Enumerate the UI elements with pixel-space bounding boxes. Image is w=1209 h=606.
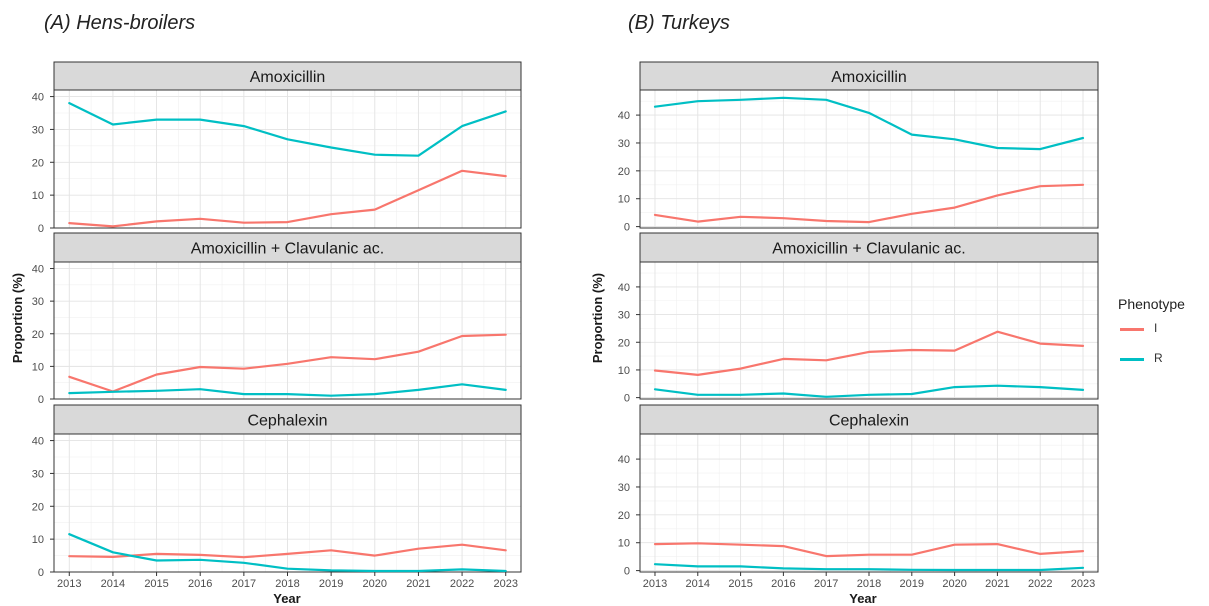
y-axis-title: Proportion (%) xyxy=(590,273,605,363)
y-tick-label: 10 xyxy=(618,365,630,377)
y-tick-label: 10 xyxy=(32,361,44,373)
legend-key-i xyxy=(1120,328,1144,331)
facet-strip-label: Amoxicillin xyxy=(831,69,907,86)
y-tick-label: 0 xyxy=(38,394,44,406)
y-axis-title: Proportion (%) xyxy=(10,273,25,363)
x-tick-label: 2017 xyxy=(232,578,256,590)
facet-strip-label: Cephalexin xyxy=(247,413,327,430)
y-tick-label: 20 xyxy=(32,329,44,341)
facet-0-2: Cephalexin 0 10 20 30 40 2013 2014 2015 2016 2017 2… xyxy=(32,404,522,590)
y-tick-label: 0 xyxy=(624,222,630,234)
facet-1-2: Cephalexin 0 10 20 30 40 2013 2014 2015 2016 2017 2… xyxy=(618,404,1099,590)
series-line-r xyxy=(653,384,1085,398)
series-line-r xyxy=(68,533,507,573)
x-tick-label: 2023 xyxy=(1071,578,1095,590)
x-tick-label: 2013 xyxy=(643,578,667,590)
series-line-i xyxy=(653,183,1085,224)
x-tick-label: 2018 xyxy=(857,578,881,590)
facet-strip xyxy=(639,61,1099,91)
y-tick-label: 40 xyxy=(32,92,44,104)
facet-strip xyxy=(53,404,522,435)
x-tick-label: 2013 xyxy=(57,578,81,590)
y-tick-label: 40 xyxy=(32,436,44,448)
series-line-r xyxy=(68,101,507,157)
facet-strip xyxy=(639,404,1099,435)
series-line-i xyxy=(653,330,1085,376)
x-tick-label: 2016 xyxy=(188,578,212,590)
x-tick-label: 2022 xyxy=(1028,578,1052,590)
y-tick-label: 0 xyxy=(38,223,44,235)
facet-strip xyxy=(53,232,522,263)
series-line-r xyxy=(653,563,1085,572)
x-tick-label: 2019 xyxy=(900,578,924,590)
facet-1-1: Amoxicillin + Clavulanic ac. 0 10 20 30 40 xyxy=(618,232,1099,405)
y-tick-label: 10 xyxy=(32,534,44,546)
x-tick-label: 2022 xyxy=(450,578,474,590)
y-tick-label: 30 xyxy=(32,124,44,136)
y-tick-label: 30 xyxy=(32,468,44,480)
legend-label-r: R xyxy=(1154,351,1163,365)
y-tick-label: 10 xyxy=(32,190,44,202)
y-tick-label: 0 xyxy=(38,567,44,579)
y-tick-label: 20 xyxy=(32,157,44,169)
legend: Phenotype I R xyxy=(1118,296,1185,372)
y-tick-label: 20 xyxy=(618,510,630,522)
x-tick-label: 2020 xyxy=(363,578,387,590)
y-tick-label: 40 xyxy=(32,264,44,276)
y-tick-label: 20 xyxy=(618,337,630,349)
y-tick-label: 30 xyxy=(618,138,630,150)
x-tick-label: 2015 xyxy=(144,578,168,590)
series-line-r xyxy=(68,383,507,397)
y-tick-label: 20 xyxy=(618,166,630,178)
y-tick-label: 40 xyxy=(618,454,630,466)
facet-strip-label: Amoxicillin xyxy=(250,69,326,86)
y-tick-label: 40 xyxy=(618,110,630,122)
x-tick-label: 2020 xyxy=(942,578,966,590)
legend-item-r: R xyxy=(1118,348,1185,372)
y-tick-label: 30 xyxy=(618,310,630,322)
series-line-i xyxy=(68,333,507,393)
x-tick-label: 2014 xyxy=(686,578,710,590)
legend-label-i: I xyxy=(1154,321,1158,335)
facet-0-0: Amoxicillin 0 10 20 30 40 xyxy=(32,61,522,235)
y-tick-label: 20 xyxy=(32,501,44,513)
facet-strip-label: Cephalexin xyxy=(829,413,909,430)
x-tick-label: 2017 xyxy=(814,578,838,590)
y-tick-label: 10 xyxy=(618,194,630,206)
x-tick-label: 2021 xyxy=(406,578,430,590)
facet-strip-label: Amoxicillin + Clavulanic ac. xyxy=(191,241,384,258)
y-tick-label: 10 xyxy=(618,538,630,550)
x-axis-title: Year xyxy=(849,591,876,606)
x-tick-label: 2018 xyxy=(275,578,299,590)
legend-key-r xyxy=(1120,358,1144,361)
x-tick-label: 2023 xyxy=(493,578,517,590)
legend-item-i: I xyxy=(1118,318,1185,342)
y-tick-label: 30 xyxy=(618,482,630,494)
series-line-i xyxy=(68,543,507,559)
x-axis-title: Year xyxy=(273,591,300,606)
facet-strip xyxy=(639,232,1099,263)
legend-title: Phenotype xyxy=(1118,296,1185,312)
x-tick-label: 2019 xyxy=(319,578,343,590)
facet-strip xyxy=(53,61,522,91)
series-line-i xyxy=(68,169,507,228)
x-tick-label: 2021 xyxy=(985,578,1009,590)
y-tick-label: 0 xyxy=(624,566,630,578)
panel-title-left: (A) Hens-broilers xyxy=(44,12,196,34)
x-tick-label: 2014 xyxy=(101,578,125,590)
facet-1-0: Amoxicillin 0 10 20 30 40 xyxy=(618,61,1099,234)
y-tick-label: 40 xyxy=(618,282,630,294)
x-tick-label: 2015 xyxy=(728,578,752,590)
facet-strip-label: Amoxicillin + Clavulanic ac. xyxy=(772,241,965,258)
y-tick-label: 30 xyxy=(32,296,44,308)
facet-0-1: Amoxicillin + Clavulanic ac. 0 10 20 30 40 xyxy=(32,232,522,406)
series-line-i xyxy=(653,542,1085,558)
series-line-r xyxy=(653,96,1085,151)
y-tick-label: 0 xyxy=(624,393,630,405)
panel-title-right: (B) Turkeys xyxy=(628,12,730,34)
x-tick-label: 2016 xyxy=(771,578,795,590)
